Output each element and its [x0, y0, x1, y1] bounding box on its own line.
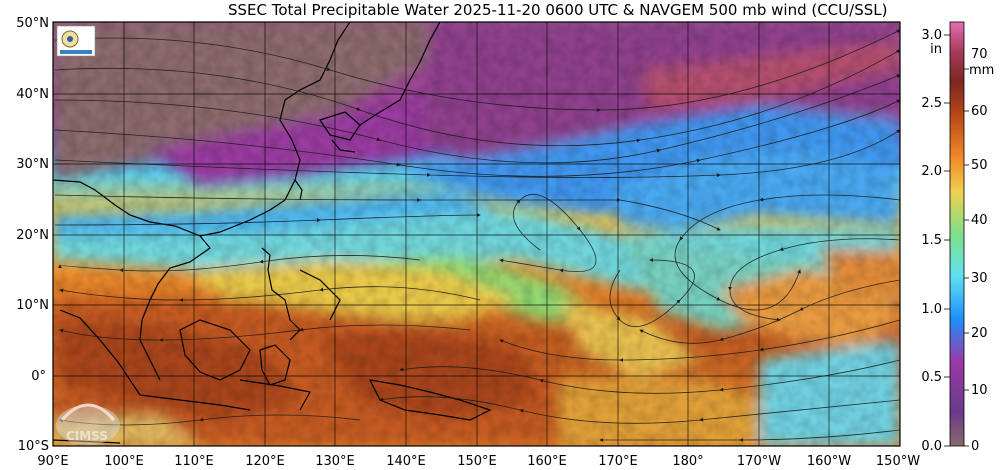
lon-label-160w: 160°W: [807, 454, 851, 469]
lon-label-120e: 120°E: [245, 454, 285, 469]
lat-label-50n: 50°N: [16, 16, 49, 31]
lon-label-110e: 110°E: [174, 454, 214, 469]
cimss-logo: CIMSS: [56, 403, 120, 445]
cbar-mm-30: 30: [971, 271, 988, 286]
lon-label-170e: 170°E: [598, 454, 638, 469]
lon-label-150e: 150°E: [457, 454, 497, 469]
lat-label-20n: 20°N: [16, 228, 49, 243]
colorbar: 3.0 in 2.5 2.0 1.5 1.0 0.5 0.0 70 mm 60 …: [921, 21, 994, 454]
lat-label-10n: 10°N: [16, 298, 49, 313]
cbar-mm-70: 70: [971, 47, 988, 62]
lat-label-10s: 10°S: [18, 439, 49, 454]
cbar-mm-60: 60: [971, 104, 988, 119]
cbar-in-1-0: 1.0: [921, 302, 942, 317]
cbar-mm-unit: mm: [969, 63, 994, 78]
cbar-in-unit: in: [930, 42, 942, 57]
lat-label-40n: 40°N: [16, 87, 49, 102]
lon-labels: 90°E 100°E 110°E 120°E 130°E 140°E 150°E…: [37, 454, 920, 469]
map-title: SSEC Total Precipitable Water 2025-11-20…: [0, 0, 1000, 20]
cbar-in-2-5: 2.5: [921, 96, 942, 111]
cbar-in-1-5: 1.5: [921, 233, 942, 248]
lat-label-eq: 0°: [31, 369, 46, 384]
cbar-in-3-0: 3.0: [921, 28, 942, 43]
lon-label-160e: 160°E: [527, 454, 567, 469]
lon-label-140e: 140°E: [386, 454, 426, 469]
map-frame: [52, 21, 901, 447]
wind-streamlines: [54, 29, 900, 442]
lon-label-180: 180°: [672, 454, 703, 469]
cbar-mm-20: 20: [971, 326, 988, 341]
cbar-in-0-0: 0.0: [921, 439, 942, 454]
cbar-mm-0: 0: [971, 439, 979, 454]
cbar-mm-10: 10: [971, 383, 988, 398]
lat-labels: 50°N 40°N 30°N 20°N 10°N 0° 10°S: [16, 16, 49, 454]
lon-label-170w: 170°W: [737, 454, 781, 469]
tpw-field: [53, 22, 900, 446]
colorbar-ramp: [949, 21, 965, 447]
lon-label-150w: 150°W: [876, 454, 920, 469]
cbar-in-0-5: 0.5: [921, 370, 942, 385]
ssec-logo: [56, 25, 96, 57]
title-text: SSEC Total Precipitable Water 2025-11-20…: [228, 1, 888, 19]
lat-label-30n: 30°N: [16, 157, 49, 172]
cbar-in-2-0: 2.0: [921, 164, 942, 179]
lon-label-130e: 130°E: [315, 454, 355, 469]
lon-label-100e: 100°E: [104, 454, 144, 469]
cbar-mm-40: 40: [971, 213, 988, 228]
cbar-mm-50: 50: [971, 158, 988, 173]
lon-label-90e: 90°E: [37, 454, 68, 469]
cimss-logo-text: CIMSS: [66, 429, 108, 443]
